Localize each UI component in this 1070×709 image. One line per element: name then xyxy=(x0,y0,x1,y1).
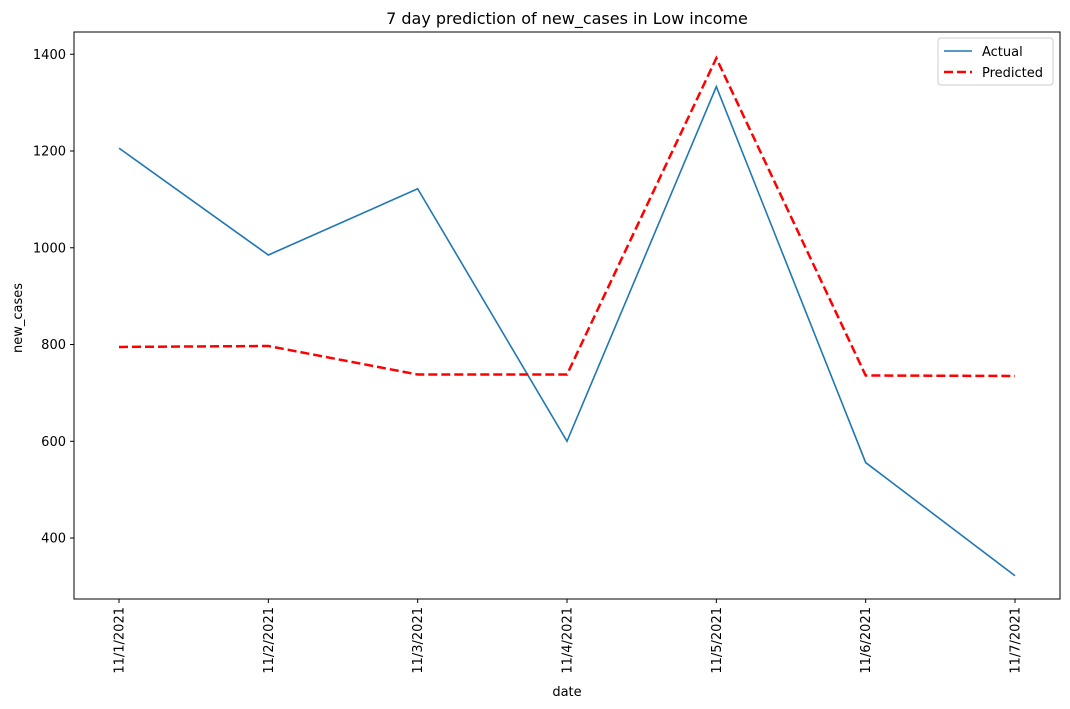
series-line-predicted xyxy=(118,55,1016,378)
x-tick-label: 11/1/2021 xyxy=(113,607,128,674)
legend-label-predicted: Predicted xyxy=(982,66,1043,81)
series-line-actual xyxy=(118,84,1016,577)
y-tick-label: 400 xyxy=(41,532,66,547)
y-tick-label: 600 xyxy=(41,435,66,450)
y-tick-label: 1400 xyxy=(33,48,66,63)
x-axis-label: date xyxy=(552,685,581,700)
axis-ticks: 400 600 800 1000 1200 1400 11/1/2021 11/2/2021 1… xyxy=(33,48,1024,674)
y-tick-label: 1000 xyxy=(33,241,66,256)
x-tick-label: 11/6/2021 xyxy=(859,607,874,674)
plot-series xyxy=(118,55,1016,577)
x-tick-label: 11/5/2021 xyxy=(710,607,725,674)
y-tick-label: 1200 xyxy=(33,145,66,160)
legend-label-actual: Actual xyxy=(982,45,1023,60)
x-tick-label: 11/3/2021 xyxy=(411,607,426,674)
plot-area-frame xyxy=(73,31,1061,600)
chart-title: 7 day prediction of new_cases in Low inc… xyxy=(386,9,748,29)
legend: Actual Predicted xyxy=(937,37,1054,86)
x-tick-label: 11/7/2021 xyxy=(1009,607,1024,674)
x-tick-label: 11/2/2021 xyxy=(262,607,277,674)
y-tick-label: 800 xyxy=(41,338,66,353)
legend-box xyxy=(937,37,1054,86)
y-axis-label: new_cases xyxy=(11,283,26,353)
x-tick-label: 11/4/2021 xyxy=(561,607,576,674)
